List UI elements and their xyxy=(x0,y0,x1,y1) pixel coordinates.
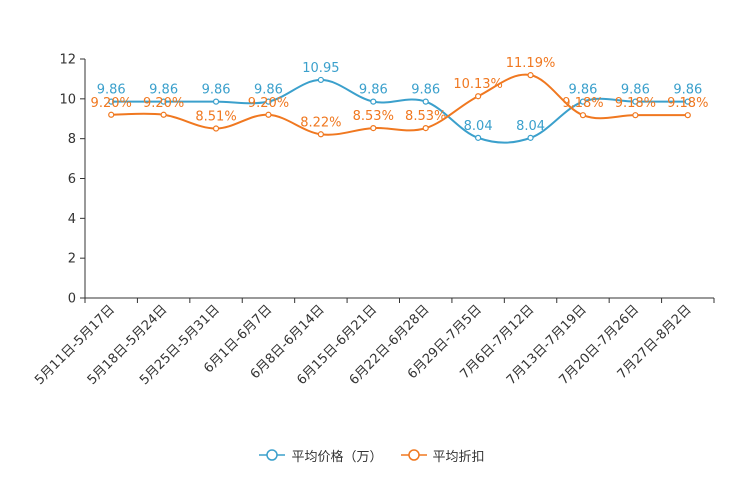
data-point[interactable] xyxy=(632,112,639,119)
x-axis: 5月11日-5月17日5月18日-5月24日5月25日-5月31日6月1日-6月… xyxy=(32,297,715,388)
data-point[interactable] xyxy=(370,125,377,132)
data-label: 9.18% xyxy=(615,96,656,111)
data-point[interactable] xyxy=(160,111,167,118)
data-point[interactable] xyxy=(317,131,324,138)
data-label: 9.86 xyxy=(254,83,283,98)
data-point[interactable] xyxy=(527,72,534,79)
legend-line-circle-icon xyxy=(400,449,427,461)
data-point[interactable] xyxy=(475,134,482,141)
series-layer xyxy=(108,72,691,144)
data-label: 8.04 xyxy=(516,119,545,134)
data-label: 10.13% xyxy=(453,77,503,92)
data-label: 9.18% xyxy=(562,96,603,111)
y-tick-label: 10 xyxy=(59,92,76,107)
data-point[interactable] xyxy=(212,98,220,105)
data-point[interactable] xyxy=(422,125,429,132)
data-point[interactable] xyxy=(265,98,272,105)
data-label: 9.20% xyxy=(143,96,184,111)
data-label: 8.22% xyxy=(300,115,341,130)
data-label: 8.04 xyxy=(464,119,493,134)
legend: 平均价格（万） 平均折扣 xyxy=(0,443,744,467)
data-label: 8.51% xyxy=(195,110,236,125)
y-tick-label: 2 xyxy=(68,252,76,267)
y-tick-label: 4 xyxy=(68,212,76,227)
data-label: 9.18% xyxy=(667,96,708,111)
y-tick-label: 8 xyxy=(68,132,76,147)
data-point[interactable] xyxy=(160,98,167,105)
line-chart: 0 2 4 6 8 10 12 5月11日-5月17日5月18日-5月24日5月25日-5月… xyxy=(32,53,715,388)
data-point[interactable] xyxy=(684,112,691,119)
data-label: 9.86 xyxy=(202,83,231,98)
legend-item-discount[interactable]: 平均折扣 xyxy=(400,446,485,465)
data-label: 9.86 xyxy=(97,83,126,98)
data-point[interactable] xyxy=(317,76,324,84)
data-point[interactable] xyxy=(684,98,691,105)
data-label: 9.86 xyxy=(621,83,650,98)
data-point[interactable] xyxy=(265,111,272,118)
data-label: 10.95 xyxy=(302,61,339,76)
data-point[interactable] xyxy=(108,98,115,105)
legend-line-circle-icon xyxy=(259,449,286,461)
data-point[interactable] xyxy=(108,111,115,118)
series-line-1 xyxy=(111,73,688,136)
data-label: 9.20% xyxy=(248,96,289,111)
data-labels: 9.86 9.86 9.86 9.86 10.95 9.86 9.86 8.04 8.04 9.8… xyxy=(91,56,709,134)
data-label: 11.19% xyxy=(506,56,556,71)
data-label: 9.86 xyxy=(568,83,597,98)
data-point[interactable] xyxy=(422,98,429,105)
data-point[interactable] xyxy=(212,125,220,132)
y-tick-label: 12 xyxy=(59,53,76,68)
data-point[interactable] xyxy=(527,134,534,141)
y-tick-label: 6 xyxy=(68,172,76,187)
y-axis: 0 2 4 6 8 10 12 xyxy=(59,53,86,307)
data-point[interactable] xyxy=(632,98,639,105)
data-label: 9.86 xyxy=(149,83,178,98)
data-label: 8.53% xyxy=(405,109,446,124)
data-label: 9.86 xyxy=(673,83,702,98)
data-label: 8.53% xyxy=(353,109,394,124)
legend-label-discount: 平均折扣 xyxy=(432,449,485,465)
data-label: 9.86 xyxy=(411,83,440,98)
legend-item-price[interactable]: 平均价格（万） xyxy=(259,446,383,465)
data-label: 9.86 xyxy=(359,83,388,98)
legend-label-price: 平均价格（万） xyxy=(291,449,383,465)
y-tick-label: 0 xyxy=(68,292,76,307)
data-label: 9.20% xyxy=(91,96,132,111)
data-point[interactable] xyxy=(370,98,377,105)
data-point[interactable] xyxy=(579,98,587,105)
data-point[interactable] xyxy=(475,93,482,100)
data-point[interactable] xyxy=(579,112,587,119)
